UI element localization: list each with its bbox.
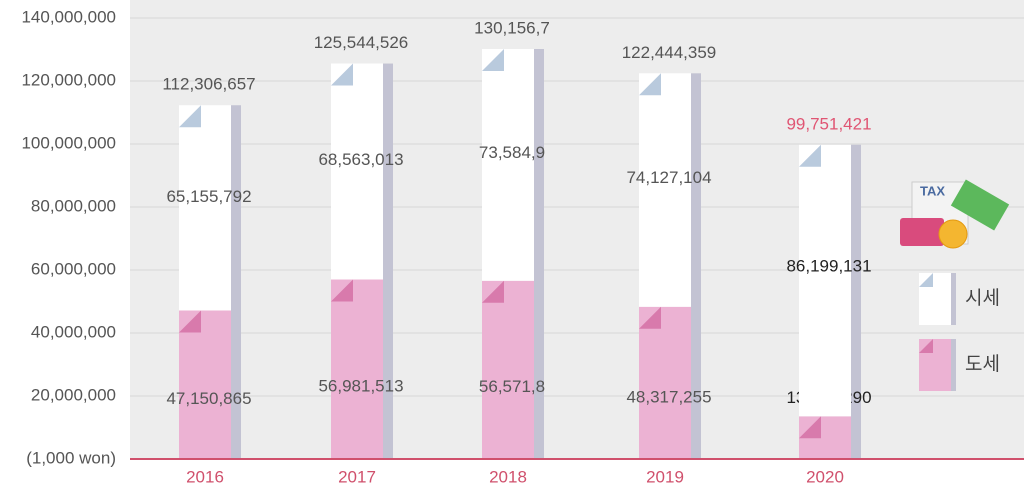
y-tick-label: 140,000,000 <box>21 7 116 26</box>
bar-segment <box>799 144 851 417</box>
bar-segment <box>179 105 231 311</box>
bar-fold <box>482 49 504 72</box>
bar-fold <box>799 144 821 167</box>
bar-fold <box>799 416 821 439</box>
bar-segment <box>331 63 383 280</box>
value-label: 56,571,8 <box>479 377 545 396</box>
plot-background <box>130 0 1024 460</box>
bar-segment <box>639 306 691 459</box>
legend-fold <box>919 339 933 353</box>
y-tick-label: (1,000 won) <box>26 448 116 467</box>
x-tick-label: 2017 <box>338 467 376 486</box>
value-label: 48,317,255 <box>626 388 711 407</box>
x-tick-label: 2018 <box>489 467 527 486</box>
total-label: 130,156,7 <box>474 18 550 37</box>
icon-card <box>900 218 944 246</box>
bar-segment <box>639 73 691 307</box>
total-label: 122,444,359 <box>622 43 717 62</box>
bar-shadow <box>691 73 701 460</box>
bar-shadow <box>231 105 241 459</box>
value-label: 86,199,131 <box>786 256 871 275</box>
icon-label: TAX <box>920 183 945 198</box>
bar-fold <box>331 279 353 302</box>
x-tick-label: 2016 <box>186 467 224 486</box>
y-tick-label: 60,000,000 <box>31 259 116 278</box>
bar-fold <box>179 105 201 128</box>
x-tick-label: 2019 <box>646 467 684 486</box>
value-label: 74,127,104 <box>626 168 711 187</box>
icon-money <box>950 179 1010 231</box>
bar-fold <box>639 306 661 329</box>
bar-fold <box>331 63 353 86</box>
bar-segment <box>482 280 534 459</box>
bar-segment <box>179 310 231 459</box>
legend-swatch <box>919 339 951 391</box>
value-label: 56,981,513 <box>318 377 403 396</box>
bar-shadow <box>851 144 861 459</box>
bar-fold <box>179 310 201 333</box>
y-tick-label: 40,000,000 <box>31 322 116 341</box>
bar-fold <box>639 73 661 96</box>
x-tick-label: 2020 <box>806 467 844 486</box>
bar-fold <box>482 280 504 303</box>
value-label: 65,155,792 <box>166 187 251 206</box>
bar-shadow <box>534 49 544 459</box>
legend-fold <box>919 273 933 287</box>
value-label: 73,584,9 <box>479 143 545 162</box>
legend-label: 도세 <box>965 353 1000 375</box>
value-label: 68,563,013 <box>318 150 403 169</box>
legend-swatch <box>919 273 951 325</box>
y-tick-label: 100,000,000 <box>21 133 116 152</box>
y-tick-label: 80,000,000 <box>31 196 116 215</box>
total-label: 99,751,421 <box>786 114 871 133</box>
legend-shadow <box>950 339 956 391</box>
bar-segment <box>331 279 383 459</box>
total-label: 125,544,526 <box>314 33 409 52</box>
legend-label: 시세 <box>965 287 1000 309</box>
y-tick-label: 120,000,000 <box>21 70 116 89</box>
value-label: 47,150,865 <box>166 389 251 408</box>
icon-coin <box>938 219 968 249</box>
legend-shadow <box>950 273 956 325</box>
bar-shadow <box>383 63 393 460</box>
total-label: 112,306,657 <box>162 75 255 94</box>
y-tick-label: 20,000,000 <box>31 385 116 404</box>
bar-segment <box>482 49 534 281</box>
